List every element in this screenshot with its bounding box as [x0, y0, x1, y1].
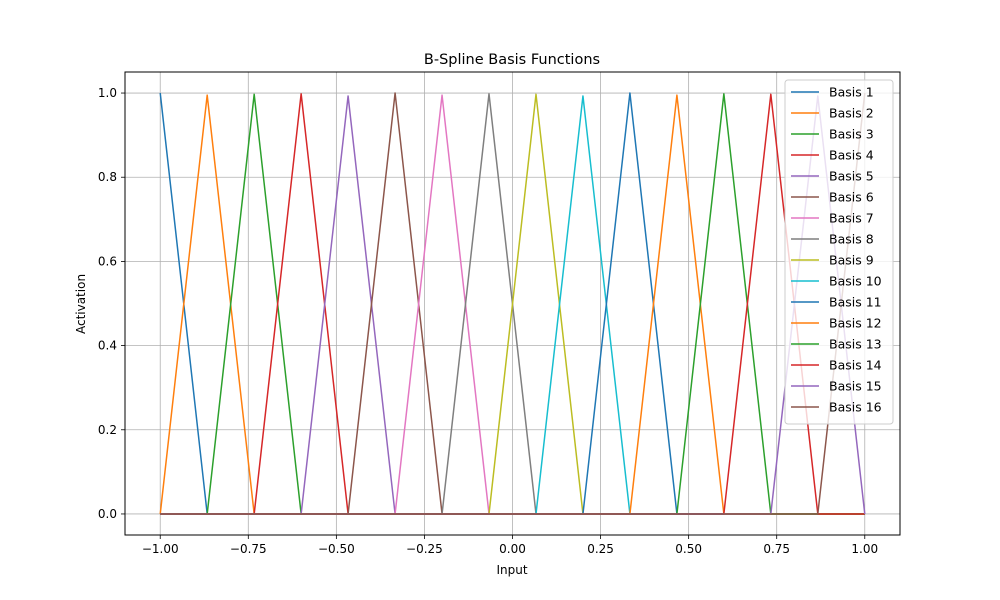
y-tick-label: 0.2 [98, 423, 117, 437]
x-axis-label: Input [496, 563, 527, 577]
legend-label: Basis 7 [829, 211, 874, 226]
x-tick-label: −0.25 [406, 542, 443, 556]
x-tick-label: 1.00 [851, 542, 878, 556]
plot-series [159, 92, 866, 515]
legend-label: Basis 2 [829, 106, 874, 121]
legend-label: Basis 9 [829, 253, 874, 268]
x-tick-label: 0.75 [763, 542, 790, 556]
y-tick-label: 1.0 [98, 86, 117, 100]
x-axis: −1.00 −0.75 −0.50 −0.25 0.00 0.25 0.50 0.75 1.00 [142, 535, 878, 556]
y-axis: 0.0 0.2 0.4 0.6 0.8 1.0 [98, 86, 125, 521]
x-tick-label: −1.00 [142, 542, 179, 556]
legend-label: Basis 15 [829, 379, 882, 394]
x-tick-label: 0.50 [675, 542, 702, 556]
x-tick-label: 0.25 [587, 542, 614, 556]
legend-label: Basis 10 [829, 274, 882, 289]
legend-label: Basis 5 [829, 169, 874, 184]
y-tick-label: 0.0 [98, 507, 117, 521]
y-tick-label: 0.6 [98, 254, 117, 268]
legend-box [784, 79, 894, 425]
legend-label: Basis 14 [829, 358, 882, 373]
legend-label: Basis 4 [829, 148, 874, 163]
legend-label: Basis 13 [829, 337, 882, 352]
chart-title: B-Spline Basis Functions [424, 52, 600, 68]
legend-label: Basis 16 [829, 400, 882, 415]
legend-label: Basis 3 [829, 127, 874, 142]
x-tick-label: 0.00 [499, 542, 526, 556]
x-tick-label: −0.50 [318, 542, 355, 556]
legend-label: Basis 8 [829, 232, 874, 247]
legend-label: Basis 1 [829, 85, 874, 100]
legend-label: Basis 6 [829, 190, 874, 205]
legend-label: Basis 11 [829, 295, 882, 310]
y-tick-label: 0.4 [98, 339, 117, 353]
y-tick-label: 0.8 [98, 170, 117, 184]
y-axis-label: Activation [74, 274, 88, 334]
legend: Basis 1 Basis 2 Basis 3 Basis 4 Basis 5 Basis… [784, 79, 894, 425]
legend-label: Basis 12 [829, 316, 882, 331]
x-tick-label: −0.75 [230, 542, 267, 556]
